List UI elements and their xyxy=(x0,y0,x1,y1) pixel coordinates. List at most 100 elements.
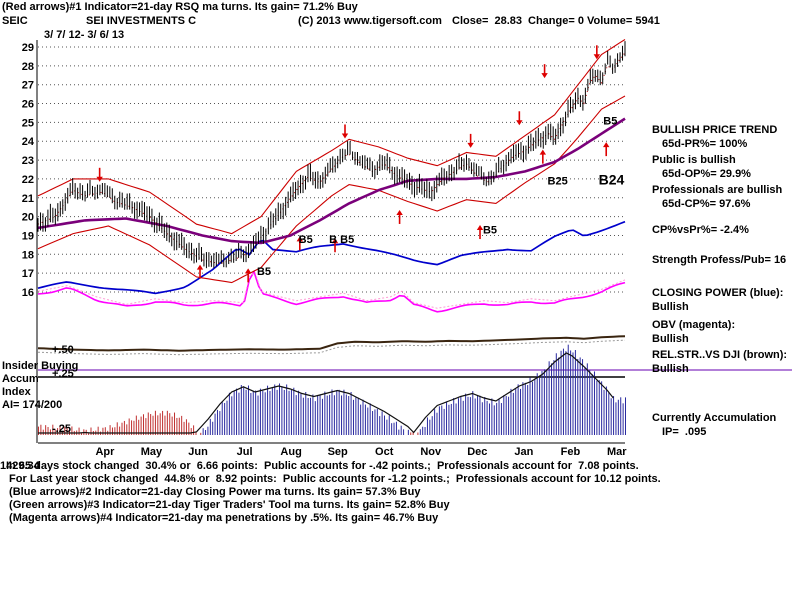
accum-bar-positive xyxy=(424,426,426,435)
accum-bar-positive xyxy=(467,396,469,435)
accum-bar-negative xyxy=(128,418,130,435)
accum-bar-negative xyxy=(140,416,142,435)
accum-bar-positive xyxy=(224,402,226,435)
price-tick-label: 22 xyxy=(22,174,34,186)
accum-bar-positive xyxy=(434,409,436,435)
accum-bar-negative xyxy=(131,420,133,435)
accum-bar-positive xyxy=(238,392,240,435)
accum-bar-positive xyxy=(572,352,574,435)
accum-bar-positive xyxy=(386,419,388,435)
accum-bar-positive xyxy=(336,390,338,435)
accum-bar-positive xyxy=(352,399,354,435)
accum-bar-positive xyxy=(582,359,584,435)
accum-bar-positive xyxy=(262,390,264,435)
accum-bar-positive xyxy=(625,397,626,435)
accum-bar-negative xyxy=(145,418,147,435)
accum-bar-positive xyxy=(577,358,579,435)
accum-bar-positive xyxy=(565,351,567,435)
analysis-line: IP= .095 xyxy=(662,426,707,438)
price-tick-label: 21 xyxy=(22,193,34,205)
accum-bar-positive xyxy=(226,400,228,435)
rel-str-ma-line xyxy=(37,339,626,356)
accum-bar-positive xyxy=(603,389,605,435)
accum-bar-positive xyxy=(281,386,283,435)
accum-bar-positive xyxy=(479,395,481,435)
accum-bar-negative xyxy=(150,414,152,435)
footer-line: For Last year stock changed 44.8% or 8.9… xyxy=(6,473,661,485)
accum-bar-positive xyxy=(290,389,292,435)
accum-bar-positive xyxy=(307,397,309,435)
accum-bar-negative xyxy=(190,428,192,435)
chart-annotation: B5 xyxy=(603,115,617,127)
accum-bar-positive xyxy=(515,389,517,435)
accum-bar-positive xyxy=(341,395,343,435)
price-tick-label: 20 xyxy=(22,212,34,224)
accum-bar-negative xyxy=(166,410,168,435)
accum-bar-negative xyxy=(152,415,154,435)
accum-bar-positive xyxy=(493,405,495,435)
buy-arrow-up xyxy=(296,236,304,242)
accum-bar-negative xyxy=(178,417,180,435)
accum-bar-positive xyxy=(202,428,204,435)
month-label: Jan xyxy=(514,446,533,458)
chart-annotation: B25 xyxy=(548,176,568,188)
accum-bar-positive xyxy=(601,381,603,435)
accum-bar-positive xyxy=(605,386,607,435)
footer-line: In 65 days stock changed 30.4% or 6.66 p… xyxy=(6,460,639,472)
footer-overlay-number: 1429.34 xyxy=(0,460,40,472)
accum-bar-negative xyxy=(59,425,61,435)
chart-annotation: B B5 xyxy=(329,234,354,246)
accum-bar-positive xyxy=(369,403,371,435)
obv-line xyxy=(37,269,626,313)
month-label: Aug xyxy=(280,446,301,458)
accum-bar-negative xyxy=(52,424,54,435)
month-label: May xyxy=(141,446,163,458)
accum-bar-negative xyxy=(417,432,419,435)
buy-arrow-up xyxy=(476,225,484,231)
accum-bar-positive xyxy=(517,384,519,435)
month-label: Sep xyxy=(328,446,348,458)
accum-bar-negative xyxy=(104,427,106,435)
accum-bar-positive xyxy=(512,392,514,435)
analysis-line: Bullish xyxy=(652,363,689,375)
accum-bar-negative xyxy=(114,427,116,435)
chart-annotation: B24 xyxy=(599,172,625,188)
accum-bar-negative xyxy=(42,429,44,435)
analysis-line: 65d-OP%= 29.9% xyxy=(662,168,751,180)
accum-bar-positive xyxy=(543,369,545,435)
price-tick-label: 23 xyxy=(22,155,34,167)
accum-bar-positive xyxy=(257,395,259,435)
sell-arrow-down xyxy=(516,120,523,126)
accum-bar-positive xyxy=(446,401,448,435)
accum-bar-negative xyxy=(181,415,183,435)
accum-bar-negative xyxy=(71,426,73,435)
analysis-line: 65d-CP%= 97.6% xyxy=(662,198,751,210)
accum-bar-positive xyxy=(589,369,591,435)
insider-label: Insider Buying xyxy=(2,360,79,372)
accum-bar-positive xyxy=(596,380,598,435)
month-label: Oct xyxy=(375,446,394,458)
accum-bar-positive xyxy=(312,394,314,435)
closing-power-line xyxy=(37,220,626,295)
accum-bar-positive xyxy=(302,397,304,435)
accum-bar-positive xyxy=(462,400,464,435)
accum-bar-negative xyxy=(410,432,412,435)
chart-annotation: B5 xyxy=(257,266,271,278)
scale-tick-label: +.50 xyxy=(52,344,74,356)
accum-bar-positive xyxy=(343,389,345,435)
accum-bar-positive xyxy=(460,396,462,435)
accum-bar-positive xyxy=(403,429,405,435)
buy-arrow-up xyxy=(539,149,547,155)
accum-bar-negative xyxy=(176,417,178,435)
accum-bar-positive xyxy=(520,388,522,435)
accum-bar-positive xyxy=(553,360,555,435)
accum-bar-positive xyxy=(279,383,281,435)
buy-arrow-up xyxy=(396,209,403,215)
accum-bar-negative xyxy=(183,421,185,435)
accum-bar-negative xyxy=(162,410,164,435)
accum-bar-positive xyxy=(422,426,424,435)
accum-bar-positive xyxy=(374,409,376,435)
accum-bar-positive xyxy=(321,398,323,435)
accum-bar-positive xyxy=(381,411,383,435)
